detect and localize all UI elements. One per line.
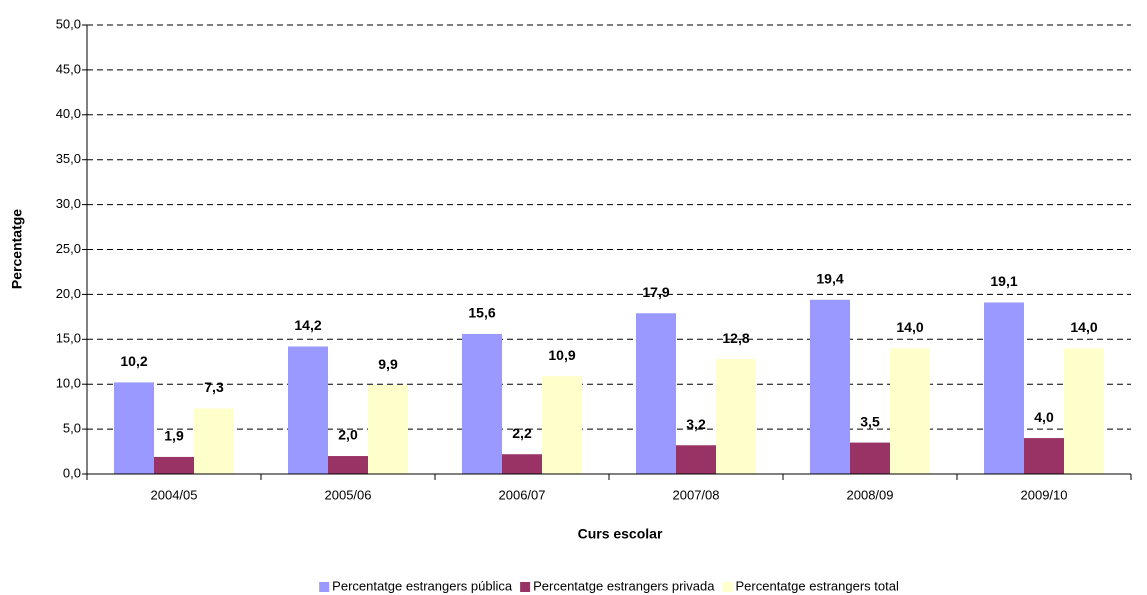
y-tick-label: 10,0 — [56, 376, 81, 391]
value-label: 7,3 — [204, 379, 224, 395]
legend-label: Percentatge estrangers total — [736, 578, 899, 593]
value-label: 3,2 — [686, 416, 706, 432]
value-label: 14,0 — [1070, 319, 1097, 335]
bar — [542, 376, 582, 474]
legend-swatch — [520, 582, 531, 592]
bar — [1064, 348, 1104, 474]
y-tick-label: 35,0 — [56, 151, 81, 166]
value-label: 4,0 — [1034, 409, 1054, 425]
x-tick-label: 2009/10 — [1021, 487, 1068, 502]
y-tick-label: 25,0 — [56, 241, 81, 256]
bar — [288, 346, 328, 474]
value-label: 2,2 — [512, 425, 532, 441]
bar — [194, 408, 234, 474]
value-label: 10,2 — [120, 353, 147, 369]
bar — [368, 385, 408, 474]
bar — [462, 333, 502, 474]
bar — [810, 299, 850, 474]
x-tick-label: 2005/06 — [325, 487, 372, 502]
y-tick-label: 40,0 — [56, 106, 81, 121]
bar — [984, 302, 1024, 474]
value-label: 10,9 — [548, 347, 575, 363]
legend-swatch — [722, 582, 733, 592]
value-label: 12,8 — [722, 330, 749, 346]
legend-label: Percentatge estrangers privada — [533, 578, 715, 593]
y-tick-label: 45,0 — [56, 61, 81, 76]
x-tick-label: 2007/08 — [673, 487, 720, 502]
value-label: 3,5 — [860, 413, 880, 429]
value-label: 1,9 — [164, 428, 184, 444]
bar — [114, 382, 154, 474]
bar — [850, 442, 890, 474]
x-tick-label: 2008/09 — [847, 487, 894, 502]
bar — [1024, 438, 1064, 474]
legend-item: Percentatge estrangers pública — [319, 578, 513, 593]
value-label: 19,1 — [990, 273, 1017, 289]
legend-swatch — [319, 582, 330, 592]
x-tick-label: 2006/07 — [499, 487, 546, 502]
value-label: 19,4 — [816, 270, 843, 286]
y-tick-label: 5,0 — [63, 421, 81, 436]
x-tick-label: 2004/05 — [151, 487, 198, 502]
bar — [636, 313, 676, 474]
value-label: 15,6 — [468, 305, 495, 321]
y-tick-label: 0,0 — [63, 465, 81, 480]
legend-item: Percentatge estrangers privada — [520, 578, 715, 593]
bar — [154, 456, 194, 474]
value-label: 2,0 — [338, 427, 358, 443]
legend-item: Percentatge estrangers total — [722, 578, 899, 593]
bar — [328, 456, 368, 474]
legend-label: Percentatge estrangers pública — [332, 578, 513, 593]
value-label: 9,9 — [378, 356, 398, 372]
y-tick-label: 30,0 — [56, 196, 81, 211]
bar — [890, 348, 930, 474]
value-label: 14,0 — [896, 319, 923, 335]
y-tick-label: 20,0 — [56, 286, 81, 301]
value-label: 14,2 — [294, 317, 321, 333]
y-axis-label: Percentatge — [9, 209, 25, 289]
bar — [676, 445, 716, 474]
y-tick-label: 15,0 — [56, 331, 81, 346]
y-tick-label: 50,0 — [56, 16, 81, 31]
bar — [716, 359, 756, 474]
bar — [502, 454, 542, 474]
value-label: 17,9 — [642, 284, 669, 300]
x-axis-label: Curs escolar — [578, 526, 663, 542]
